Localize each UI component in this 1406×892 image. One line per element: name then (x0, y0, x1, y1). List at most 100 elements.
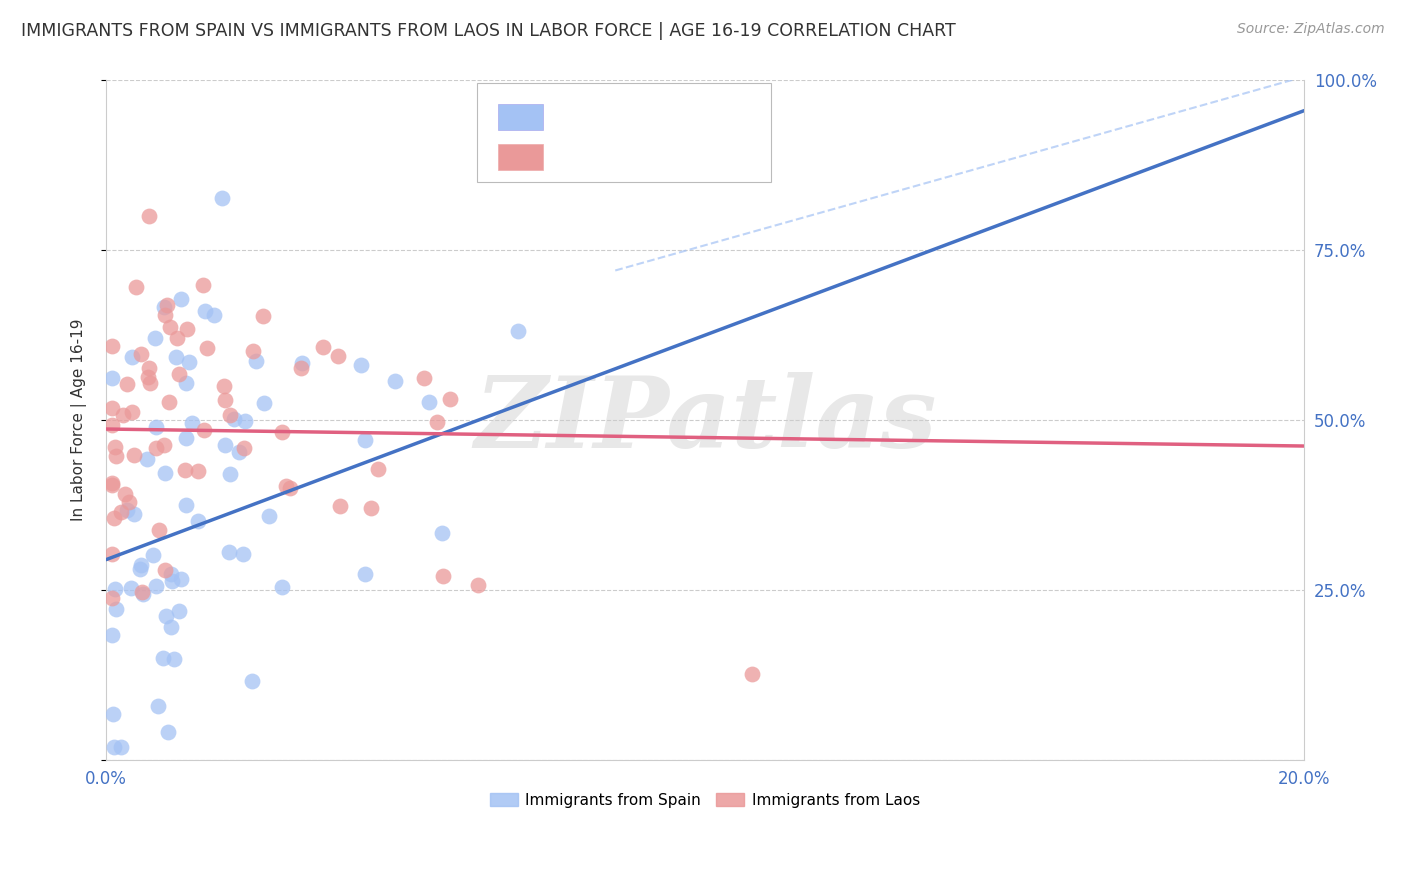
Point (135, 452, 157, 467)
Text: R =: R = (558, 149, 591, 164)
Point (384, 374, 406, 388)
Point (214, 438, 236, 452)
Legend: Immigrants from Spain, Immigrants from Laos: Immigrants from Spain, Immigrants from L… (484, 787, 927, 814)
Point (155, 609, 177, 624)
Point (354, 566, 377, 581)
Point (143, 331, 166, 345)
Text: Source: ZipAtlas.com: Source: ZipAtlas.com (1237, 22, 1385, 37)
Text: 0.403: 0.403 (600, 110, 650, 125)
Point (103, 582, 125, 596)
Point (204, 308, 226, 322)
Point (114, 487, 136, 501)
Point (270, 580, 292, 594)
FancyBboxPatch shape (478, 83, 770, 182)
Point (101, 628, 124, 642)
Point (228, 445, 250, 459)
Point (101, 547, 124, 561)
Point (232, 548, 254, 562)
Point (131, 585, 153, 599)
Point (741, 667, 763, 681)
Point (312, 340, 335, 354)
Point (117, 377, 139, 392)
Point (152, 300, 174, 314)
Y-axis label: In Labor Force | Age 16-19: In Labor Force | Age 16-19 (72, 319, 87, 522)
Point (165, 350, 187, 364)
Text: N =: N = (669, 110, 703, 125)
Point (101, 417, 124, 432)
Point (214, 392, 236, 407)
Point (274, 478, 297, 492)
Point (101, 478, 124, 492)
Point (167, 604, 190, 618)
Point (233, 414, 256, 428)
Point (129, 558, 152, 572)
Point (122, 448, 145, 462)
Point (162, 574, 184, 589)
Point (120, 581, 142, 595)
Point (271, 425, 294, 440)
FancyBboxPatch shape (498, 144, 543, 169)
Text: ZIPatlas: ZIPatlas (474, 372, 936, 468)
Point (153, 308, 176, 322)
Text: R =: R = (558, 110, 591, 125)
Point (242, 344, 264, 359)
Point (103, 707, 125, 722)
Point (218, 467, 240, 481)
Point (240, 673, 263, 688)
Point (121, 350, 143, 364)
Point (439, 392, 461, 406)
Point (170, 292, 193, 306)
Point (360, 501, 382, 516)
Point (146, 698, 169, 713)
Point (353, 434, 375, 448)
Point (101, 339, 124, 353)
Text: N =: N = (669, 149, 703, 164)
Point (101, 370, 124, 384)
Point (430, 526, 453, 541)
Point (174, 463, 197, 477)
Point (129, 346, 152, 360)
Point (138, 360, 160, 375)
Point (118, 495, 141, 509)
Point (506, 324, 529, 338)
Point (413, 371, 436, 385)
Point (329, 499, 352, 513)
Point (156, 298, 179, 312)
Point (103, 739, 125, 754)
Point (103, 511, 125, 525)
Point (157, 395, 180, 409)
Point (110, 739, 132, 754)
Point (142, 548, 165, 562)
Point (138, 209, 160, 223)
Point (145, 442, 167, 456)
Point (432, 568, 454, 582)
Point (426, 415, 449, 429)
Point (157, 725, 180, 739)
Point (257, 508, 280, 523)
Point (187, 464, 209, 478)
Point (418, 395, 440, 409)
Point (110, 505, 132, 519)
Point (224, 412, 246, 426)
Point (195, 341, 218, 355)
Point (278, 482, 301, 496)
Text: 61: 61 (713, 149, 735, 164)
Point (193, 423, 215, 437)
Text: -0.023: -0.023 (600, 149, 655, 164)
Point (153, 563, 176, 577)
Point (101, 591, 124, 606)
Point (166, 331, 188, 345)
Point (180, 416, 202, 430)
Point (326, 350, 349, 364)
Point (253, 396, 276, 410)
Point (170, 573, 193, 587)
Point (148, 523, 170, 537)
Point (212, 379, 235, 393)
Point (121, 405, 143, 419)
Point (128, 562, 150, 576)
Point (131, 587, 153, 601)
Text: IMMIGRANTS FROM SPAIN VS IMMIGRANTS FROM LAOS IN LABOR FORCE | AGE 16-19 CORRELA: IMMIGRANTS FROM SPAIN VS IMMIGRANTS FROM… (21, 22, 956, 40)
Point (291, 355, 314, 369)
Point (105, 602, 128, 616)
Point (159, 320, 181, 334)
